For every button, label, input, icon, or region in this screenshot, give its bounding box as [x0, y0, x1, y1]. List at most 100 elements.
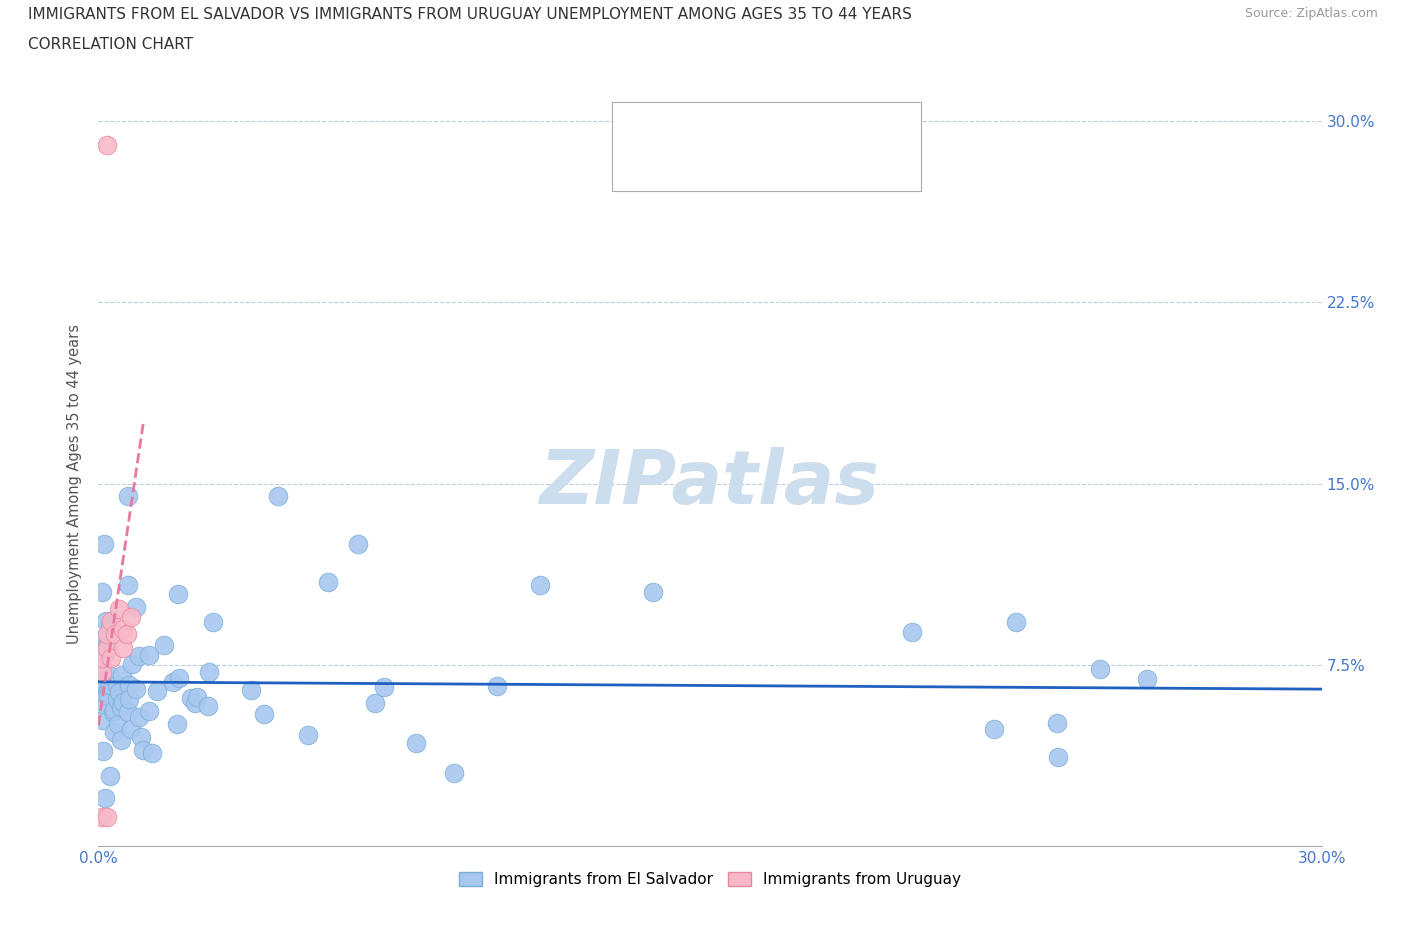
- Point: [100, 650, 122, 665]
- Point: [198, 664, 221, 679]
- Point: [118, 677, 141, 692]
- Point: [107, 717, 129, 732]
- Y-axis label: Unemployment Among Ages 35 to 44 years: Unemployment Among Ages 35 to 44 years: [67, 324, 83, 644]
- Point: [132, 743, 155, 758]
- Point: [120, 722, 142, 737]
- Point: [98, 678, 121, 693]
- Point: [103, 724, 125, 739]
- Point: [104, 626, 127, 641]
- Point: [120, 609, 142, 624]
- Point: [121, 657, 143, 671]
- Text: 0.460: 0.460: [696, 163, 748, 180]
- Point: [91, 671, 114, 685]
- Point: [267, 488, 290, 503]
- Point: [94, 642, 117, 657]
- Point: [901, 625, 924, 640]
- Point: [91, 810, 114, 825]
- Text: Source: ZipAtlas.com: Source: ZipAtlas.com: [1244, 7, 1378, 20]
- Point: [96, 641, 118, 656]
- Point: [145, 684, 167, 698]
- Point: [153, 638, 176, 653]
- Point: [91, 712, 114, 727]
- Point: [162, 674, 184, 689]
- Point: [297, 728, 319, 743]
- Point: [111, 695, 134, 710]
- Point: [117, 578, 139, 592]
- Point: [91, 684, 114, 699]
- Point: [110, 700, 132, 715]
- Point: [91, 665, 114, 680]
- Point: [138, 647, 160, 662]
- Point: [166, 717, 188, 732]
- Point: [97, 689, 120, 704]
- Text: N =: N =: [761, 163, 808, 180]
- Point: [91, 666, 114, 681]
- Point: [96, 138, 118, 153]
- Point: [364, 696, 387, 711]
- Point: [103, 704, 125, 719]
- Point: [167, 671, 190, 685]
- Point: [94, 646, 117, 661]
- Point: [1046, 750, 1069, 764]
- Text: ZIPatlas: ZIPatlas: [540, 447, 880, 520]
- Point: [443, 765, 465, 780]
- Text: R =: R =: [665, 117, 702, 135]
- Text: CORRELATION CHART: CORRELATION CHART: [28, 37, 193, 52]
- Point: [93, 646, 115, 661]
- Point: [96, 677, 118, 692]
- Point: [111, 641, 134, 656]
- Text: N =: N =: [761, 117, 808, 135]
- Point: [96, 626, 118, 641]
- Point: [1046, 716, 1069, 731]
- Point: [125, 600, 148, 615]
- Point: [110, 733, 132, 748]
- Point: [347, 537, 370, 551]
- Point: [405, 736, 427, 751]
- Point: [125, 682, 148, 697]
- Point: [186, 690, 208, 705]
- Point: [983, 722, 1005, 737]
- Point: [108, 602, 131, 617]
- Point: [117, 705, 139, 720]
- Text: -0.068: -0.068: [696, 117, 749, 135]
- Point: [529, 578, 551, 592]
- Text: IMMIGRANTS FROM EL SALVADOR VS IMMIGRANTS FROM URUGUAY UNEMPLOYMENT AMONG AGES 3: IMMIGRANTS FROM EL SALVADOR VS IMMIGRANT…: [28, 7, 912, 21]
- Point: [641, 585, 664, 600]
- Point: [93, 537, 115, 551]
- Point: [91, 632, 114, 647]
- Point: [118, 691, 141, 706]
- Point: [117, 488, 139, 503]
- Point: [197, 698, 219, 713]
- Point: [138, 703, 160, 718]
- Point: [141, 745, 163, 760]
- Point: [111, 668, 134, 683]
- Point: [373, 679, 395, 694]
- Point: [91, 650, 114, 665]
- Point: [131, 730, 153, 745]
- Point: [91, 585, 114, 600]
- Point: [252, 707, 274, 722]
- Point: [100, 614, 122, 629]
- Point: [115, 626, 138, 641]
- Point: [128, 710, 150, 724]
- Point: [1004, 614, 1026, 629]
- Point: [93, 640, 115, 655]
- Legend: Immigrants from El Salvador, Immigrants from Uruguay: Immigrants from El Salvador, Immigrants …: [453, 866, 967, 893]
- Point: [105, 678, 128, 693]
- Text: 82: 82: [803, 117, 824, 135]
- Point: [94, 790, 117, 805]
- Point: [91, 697, 114, 711]
- Point: [96, 810, 118, 825]
- Point: [201, 615, 224, 630]
- Point: [1090, 661, 1112, 676]
- Point: [167, 586, 190, 601]
- Text: 13: 13: [803, 163, 824, 180]
- Text: R =: R =: [665, 163, 702, 180]
- Point: [108, 684, 131, 699]
- Point: [128, 649, 150, 664]
- Point: [1136, 671, 1159, 686]
- Point: [98, 768, 121, 783]
- Point: [98, 618, 121, 632]
- Point: [111, 621, 134, 636]
- Point: [91, 743, 114, 758]
